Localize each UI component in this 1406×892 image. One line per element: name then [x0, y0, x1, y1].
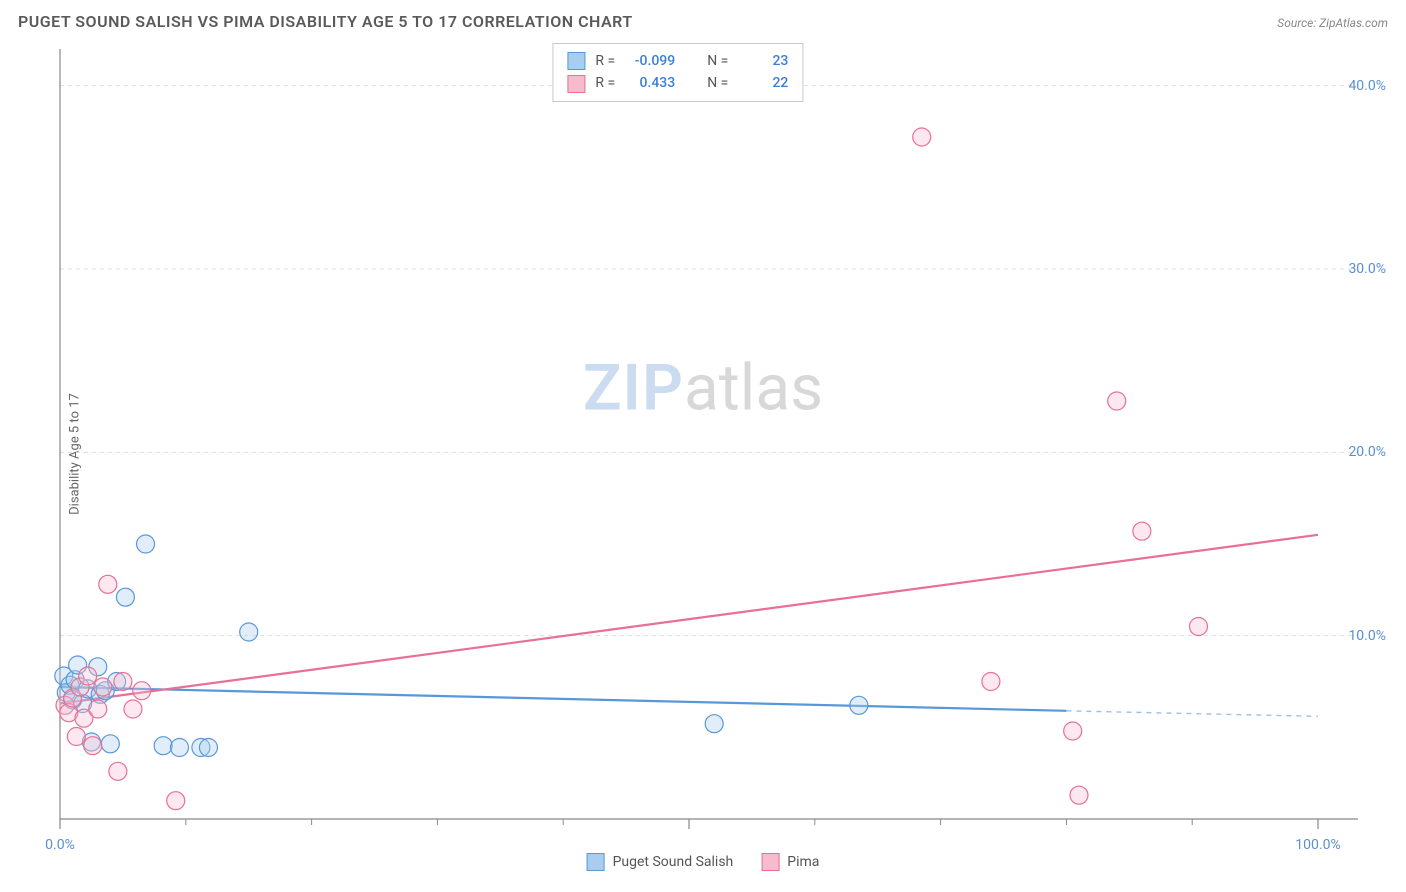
y-tick-label: 30.0% [1348, 261, 1386, 277]
legend-item: Pima [761, 853, 819, 871]
r-value: -0.099 [625, 50, 675, 72]
chart-container: Disability Age 5 to 17 ZIPatlas R =-0.09… [18, 39, 1388, 869]
scatter-plot-svg [18, 39, 1388, 869]
legend-swatch [587, 853, 605, 871]
legend-row: R = -0.099 N = 23 [567, 50, 788, 72]
legend-label: Puget Sound Salish [613, 854, 734, 870]
y-tick-label: 20.0% [1348, 444, 1386, 460]
x-tick-label: 100.0% [1295, 837, 1340, 853]
legend-label: Pima [787, 854, 819, 870]
legend-item: Puget Sound Salish [587, 853, 734, 871]
legend-swatch [761, 853, 779, 871]
n-label: N = [707, 72, 728, 94]
legend-swatch [567, 52, 585, 70]
n-value: 23 [738, 50, 788, 72]
legend-row: R = 0.433 N = 22 [567, 72, 788, 94]
chart-title: PUGET SOUND SALISH VS PIMA DISABILITY AG… [18, 12, 633, 31]
y-tick-label: 40.0% [1348, 78, 1386, 94]
n-value: 22 [738, 72, 788, 94]
series-legend: Puget Sound Salish Pima [587, 853, 820, 871]
r-label: R = [595, 72, 615, 94]
y-tick-label: 10.0% [1348, 628, 1386, 644]
x-tick-label: 0.0% [45, 837, 75, 853]
r-label: R = [595, 50, 615, 72]
correlation-legend: R = -0.099 N = 23 R = 0.433 N = 22 [552, 43, 803, 102]
r-value: 0.433 [625, 72, 675, 94]
legend-swatch [567, 75, 585, 93]
source-label: Source: ZipAtlas.com [1277, 16, 1388, 30]
n-label: N = [707, 50, 728, 72]
